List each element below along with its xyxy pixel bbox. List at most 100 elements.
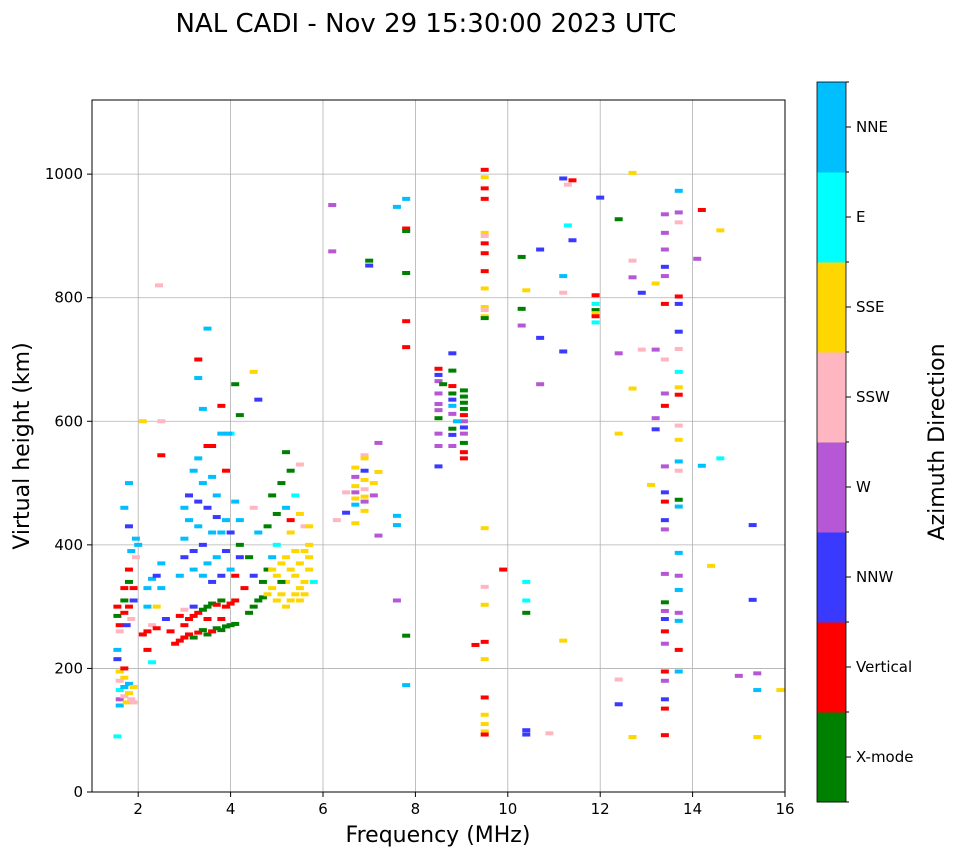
data-point-sse xyxy=(351,465,360,470)
data-point-ssw xyxy=(674,468,683,473)
data-point-nnw xyxy=(522,728,531,733)
data-point-nnw xyxy=(198,542,207,547)
data-point-sse xyxy=(115,669,124,674)
data-point-sse xyxy=(628,735,637,740)
data-point-nne xyxy=(157,586,166,591)
data-point-vertical xyxy=(194,610,203,615)
data-point-nnw xyxy=(226,530,235,535)
data-point-sse xyxy=(282,604,291,609)
data-point-nnw xyxy=(360,468,369,473)
data-point-x-mode xyxy=(231,621,240,626)
data-point-vertical xyxy=(129,586,138,591)
data-point-sse xyxy=(291,549,300,554)
data-point-x-mode xyxy=(189,635,198,640)
data-point-nne xyxy=(124,681,133,686)
data-point-ssw xyxy=(157,419,166,424)
data-point-nnw xyxy=(559,349,568,354)
data-point-vertical xyxy=(175,638,184,643)
data-point-sse xyxy=(249,369,258,374)
data-point-vertical xyxy=(189,613,198,618)
data-point-nne xyxy=(674,618,683,623)
data-point-vertical xyxy=(124,604,133,609)
data-point-vertical xyxy=(120,610,129,615)
data-point-nnw xyxy=(748,523,757,528)
data-point-x-mode xyxy=(674,497,683,502)
data-point-vertical xyxy=(217,403,226,408)
y-tick-label: 0 xyxy=(73,783,83,801)
colorbar-segment xyxy=(817,712,846,803)
data-point-vertical xyxy=(591,314,600,319)
data-point-w xyxy=(651,347,660,352)
data-point-sse xyxy=(305,524,314,529)
data-point-nne xyxy=(226,567,235,572)
data-point-nnw xyxy=(660,518,669,523)
data-point-nne xyxy=(194,456,203,461)
data-point-nnw xyxy=(448,432,457,437)
data-point-vertical xyxy=(674,647,683,652)
data-point-ssw xyxy=(674,346,683,351)
data-point-w xyxy=(660,678,669,683)
data-point-sse xyxy=(300,549,309,554)
data-point-ssw xyxy=(360,487,369,492)
data-point-nne xyxy=(674,550,683,555)
data-point-nne xyxy=(180,536,189,541)
data-point-w xyxy=(660,391,669,396)
data-point-sse xyxy=(522,288,531,293)
data-point-sse xyxy=(122,700,131,705)
data-point-w xyxy=(448,411,457,416)
data-point-sse xyxy=(263,592,272,597)
data-point-w xyxy=(517,323,526,328)
data-point-w xyxy=(115,697,124,702)
x-axis-label: Frequency (MHz) xyxy=(346,823,531,848)
data-point-sse xyxy=(707,563,716,568)
data-point-vertical xyxy=(231,598,240,603)
data-point-nnw xyxy=(459,425,468,430)
x-tick-label: 12 xyxy=(591,800,610,818)
data-point-vertical xyxy=(143,647,152,652)
data-point-w xyxy=(660,247,669,252)
data-point-vertical xyxy=(480,639,489,644)
data-point-nnw xyxy=(113,657,122,662)
data-point-nne xyxy=(452,419,461,424)
data-point-x-mode xyxy=(217,598,226,603)
data-point-sse xyxy=(272,598,281,603)
data-point-ssw xyxy=(115,678,124,683)
data-point-sse xyxy=(286,567,295,572)
data-point-sse xyxy=(277,561,286,566)
data-point-x-mode xyxy=(277,579,286,584)
data-point-ssw xyxy=(120,694,129,699)
data-point-x-mode xyxy=(522,610,531,615)
data-point-w xyxy=(351,490,360,495)
data-point-x-mode xyxy=(591,308,600,313)
data-point-nne xyxy=(143,604,152,609)
data-point-w xyxy=(660,527,669,532)
x-tick-label: 8 xyxy=(411,800,421,818)
x-tick-label: 14 xyxy=(683,800,702,818)
data-point-vertical xyxy=(240,586,249,591)
data-point-vertical xyxy=(226,601,235,606)
data-point-nnw xyxy=(217,573,226,578)
data-point-x-mode xyxy=(448,368,457,373)
data-point-nne xyxy=(208,530,217,535)
colorbar-segment xyxy=(817,532,846,623)
data-point-w xyxy=(660,464,669,469)
data-point-ssw xyxy=(360,453,369,458)
data-point-nne xyxy=(175,573,184,578)
data-point-vertical xyxy=(180,623,189,628)
data-point-ssw xyxy=(127,617,136,621)
y-tick-label: 400 xyxy=(54,536,83,554)
data-point-nnw xyxy=(660,490,669,495)
data-point-x-mode xyxy=(459,406,468,411)
data-point-nne xyxy=(221,518,230,523)
data-point-x-mode xyxy=(245,610,254,615)
data-point-x-mode xyxy=(263,567,272,572)
data-point-ssw xyxy=(115,629,124,634)
data-point-vertical xyxy=(185,617,194,621)
data-point-sse xyxy=(360,456,369,461)
data-point-nnw xyxy=(203,505,212,510)
data-point-vertical xyxy=(480,241,489,246)
data-point-sse xyxy=(120,675,129,680)
data-point-nnw xyxy=(596,195,605,200)
data-point-nnw xyxy=(254,397,263,402)
data-point-nnw xyxy=(185,493,194,498)
